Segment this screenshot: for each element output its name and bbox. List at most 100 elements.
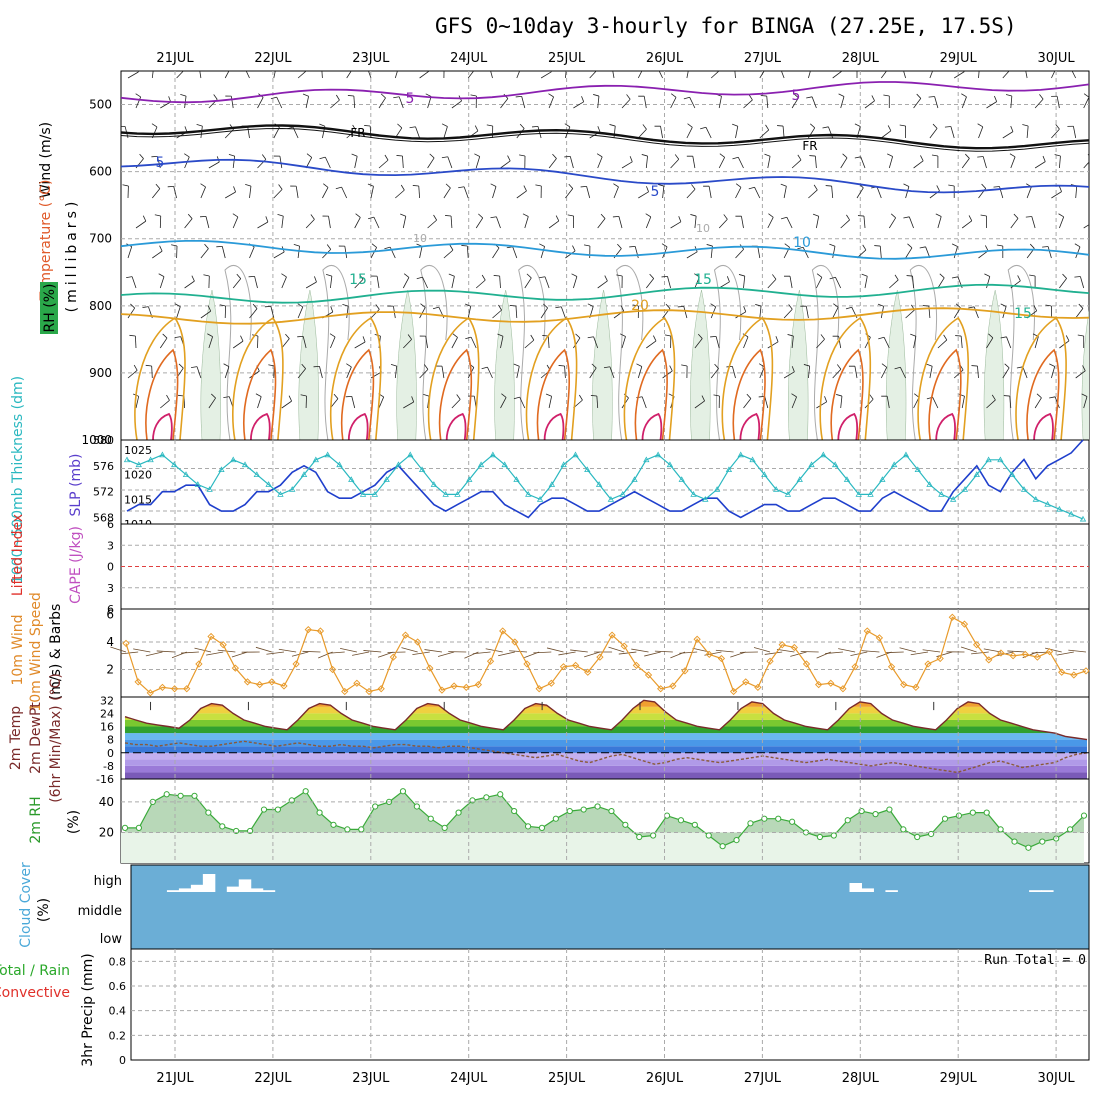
tick-label: 1015: [124, 493, 152, 506]
day-label-top: 26JUL: [646, 51, 684, 66]
day-label-bottom: 28JUL: [842, 1071, 880, 1086]
cloud-frame: [131, 865, 1089, 949]
barb-flag: [806, 64, 811, 67]
rh-marker: [1081, 813, 1086, 818]
rh-marker: [790, 819, 795, 824]
rh-marker: [706, 833, 711, 838]
temp-band: [121, 759, 1089, 766]
tick-label: 0.4: [109, 1005, 127, 1018]
barb-flag: [1004, 396, 1010, 397]
rh-band-low: [121, 832, 1084, 863]
tick-label: 6: [107, 518, 114, 531]
barb-flag: [393, 64, 398, 67]
barb-flag: [684, 64, 690, 66]
barb-flag: [826, 186, 832, 187]
tick-label: 40: [99, 795, 114, 809]
rh-marker: [512, 808, 517, 813]
cloud-bar: [1041, 890, 1053, 892]
precip-panel: 0.80.60.40.20 Run Total = 0 Total / Rain…: [0, 949, 1089, 1067]
cloud-level-label: low: [100, 932, 123, 947]
rh-marker: [595, 804, 600, 809]
barb-flag: [874, 246, 880, 247]
tick-label: 1025: [124, 444, 152, 457]
rh-marker: [373, 804, 378, 809]
barb-flag: [710, 336, 716, 337]
tick-label: 0: [107, 561, 114, 574]
tick-label: 0: [119, 1054, 126, 1067]
cloud-bar: [239, 879, 251, 892]
barb-flag: [594, 64, 598, 69]
day-label-top: 21JUL: [156, 51, 194, 66]
barb-flag: [929, 64, 934, 67]
barb-flag: [728, 66, 734, 67]
tick-label: 32: [100, 694, 114, 707]
rh-marker: [428, 816, 433, 821]
tick-label: 580: [93, 434, 114, 447]
cloud-level-label: high: [94, 874, 122, 889]
barb-flag: [483, 66, 489, 67]
rh-marker: [776, 816, 781, 821]
tick-label: -8: [103, 760, 114, 773]
barb-flag: [629, 246, 635, 247]
barb-flag: [955, 336, 961, 337]
wind-barb-10m: [801, 651, 819, 652]
rh-marker: [970, 810, 975, 815]
rh-marker: [664, 813, 669, 818]
isotherm-label: 10: [696, 222, 710, 235]
tick-label: 576: [93, 460, 114, 473]
barb-flag: [907, 276, 913, 277]
rh-marker: [1026, 845, 1031, 850]
rh-marker: [400, 789, 405, 794]
barb-flag: [809, 156, 815, 157]
barb-flag: [1065, 67, 1071, 69]
rh-marker: [442, 825, 447, 830]
rh-marker: [887, 807, 892, 812]
barb-flag: [777, 126, 783, 127]
cloud-bar: [850, 883, 862, 892]
precip-ticks: 0.80.60.40.20: [109, 955, 127, 1067]
rh-marker: [817, 834, 822, 839]
day-label-top: 23JUL: [352, 51, 390, 66]
day-label-top: 25JUL: [548, 51, 586, 66]
tick-label: 500: [89, 98, 112, 112]
barb-flag: [438, 65, 444, 66]
tick-label: 2: [106, 663, 114, 677]
tick-label: 0.2: [109, 1029, 127, 1042]
rh-marker: [873, 812, 878, 817]
isotherm-label: 15: [694, 272, 712, 288]
rh-marker: [261, 807, 266, 812]
rh-marker: [136, 825, 141, 830]
tick-label: 1020: [124, 469, 152, 482]
cloud-level-label: middle: [78, 904, 122, 919]
cloud-bar: [1029, 890, 1041, 892]
ylabel-3hr-precip: 3hr Precip (mm): [80, 953, 96, 1066]
barb-flag: [652, 67, 658, 69]
temp-band: [121, 772, 1089, 779]
rh-marker: [720, 844, 725, 849]
ylabel-2m-temp: 2m Temp: [8, 706, 24, 770]
temp-band: [121, 766, 1089, 773]
rh-marker: [456, 810, 461, 815]
rh-marker: [998, 827, 1003, 832]
isotherm-label: FR: [802, 139, 817, 153]
rh-marker: [178, 793, 183, 798]
ylabel-lifted-index: Lifted Index: [10, 514, 26, 596]
rh-marker: [956, 813, 961, 818]
tick-label: 8: [107, 734, 114, 747]
cloud-bar: [885, 890, 897, 892]
barb-flag: [427, 66, 430, 71]
cloud-bar: [263, 890, 275, 892]
day-label-bottom: 27JUL: [744, 1071, 782, 1086]
rh-marker: [942, 816, 947, 821]
rh-marker: [220, 824, 225, 829]
rh-marker: [345, 827, 350, 832]
day-label-top: 28JUL: [842, 51, 880, 66]
rh-marker: [484, 795, 489, 800]
barb-flag: [774, 67, 780, 68]
